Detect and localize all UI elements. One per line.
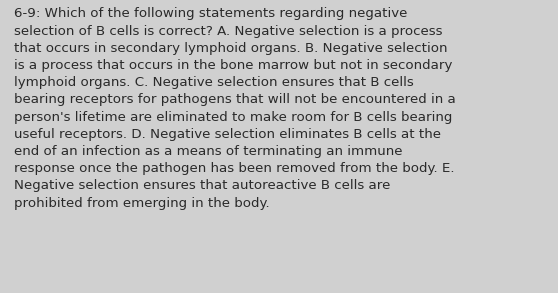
Text: 6-9: Which of the following statements regarding negative
selection of B cells i: 6-9: Which of the following statements r…: [14, 7, 456, 209]
